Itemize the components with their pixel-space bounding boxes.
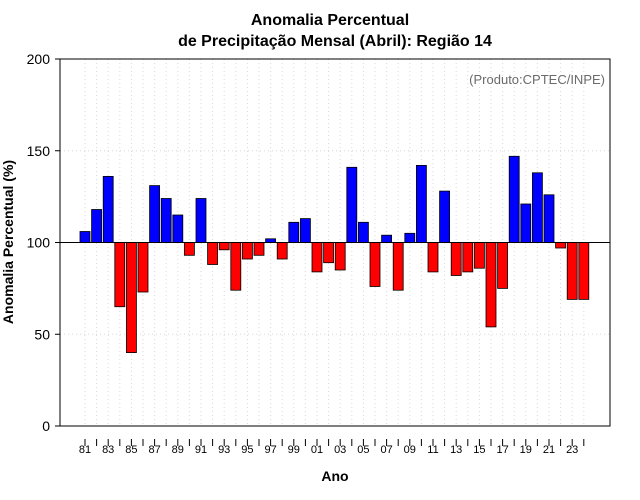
bar-19 bbox=[520, 203, 532, 243]
bar-22 bbox=[555, 242, 566, 249]
x-tick-label: 23 bbox=[566, 444, 578, 456]
bar-00 bbox=[299, 218, 311, 243]
bar-02 bbox=[323, 242, 335, 264]
bar-14 bbox=[462, 242, 474, 273]
x-tick-label: 19 bbox=[520, 444, 532, 456]
bar-99 bbox=[288, 221, 300, 243]
x-tick-label: 95 bbox=[241, 444, 253, 456]
bar-08 bbox=[392, 242, 404, 291]
x-tick-label: 09 bbox=[404, 444, 416, 456]
bar-91 bbox=[195, 198, 207, 243]
bar-87 bbox=[149, 185, 161, 243]
bar-11 bbox=[427, 242, 439, 273]
bar-20 bbox=[532, 172, 543, 243]
bar-10 bbox=[415, 164, 427, 243]
x-tick-label: 05 bbox=[357, 444, 369, 456]
bar-09 bbox=[404, 232, 416, 243]
x-axis: 81 83 85 87 89 91 93 95 97 99 01 03 05 07 09 11 13 15 17 19… bbox=[79, 439, 585, 456]
bar-06 bbox=[369, 242, 381, 287]
bar-88 bbox=[160, 198, 172, 243]
x-tick-label: 93 bbox=[218, 444, 230, 456]
y-tick-label: 150 bbox=[27, 143, 51, 159]
x-tick-label: 85 bbox=[125, 444, 137, 456]
x-tick-label: 03 bbox=[334, 444, 346, 456]
x-tick-label: 13 bbox=[450, 444, 462, 456]
bar-97 bbox=[265, 238, 277, 243]
x-tick-label: 17 bbox=[496, 444, 508, 456]
bar-95 bbox=[241, 242, 253, 260]
y-axis: 0 50 100 150 200 bbox=[27, 51, 60, 434]
bar-92 bbox=[207, 242, 219, 265]
bar-81 bbox=[79, 231, 91, 243]
x-tick-label: 11 bbox=[427, 444, 438, 456]
chart-title-line2: de Precipitação Mensal (Abril): Região 1… bbox=[178, 33, 492, 50]
x-tick-label: 81 bbox=[79, 444, 91, 456]
bar-05 bbox=[357, 221, 369, 243]
x-tick-label: 01 bbox=[311, 444, 323, 456]
bar-21 bbox=[543, 194, 555, 243]
bar-98 bbox=[276, 242, 288, 260]
bar-24 bbox=[578, 242, 590, 300]
y-tick-label: 200 bbox=[27, 51, 51, 67]
bar-96 bbox=[253, 242, 265, 256]
bar-15 bbox=[473, 242, 485, 269]
bar-86 bbox=[137, 242, 149, 293]
bar-01 bbox=[311, 242, 323, 273]
x-tick-label: 97 bbox=[264, 444, 276, 456]
bar-12 bbox=[439, 190, 451, 243]
x-tick-label: 07 bbox=[380, 444, 392, 456]
bar-series bbox=[79, 155, 590, 353]
bar-13 bbox=[450, 242, 462, 276]
y-axis-label: Anomalia Percentual (%) bbox=[0, 160, 16, 324]
chart-title-line1: Anomalia Percentual bbox=[251, 12, 409, 29]
x-axis-label: Ano bbox=[321, 468, 348, 484]
y-tick-label: 0 bbox=[42, 418, 50, 434]
credit-text: (Produto:CPTEC/INPE) bbox=[469, 72, 605, 87]
bar-83 bbox=[102, 175, 114, 243]
x-tick-label: 89 bbox=[172, 444, 184, 456]
bar-16 bbox=[485, 242, 497, 328]
bar-04 bbox=[346, 166, 358, 243]
x-tick-label: 91 bbox=[195, 444, 207, 456]
bar-18 bbox=[508, 155, 520, 243]
bar-93 bbox=[218, 242, 230, 251]
bar-82 bbox=[91, 209, 102, 243]
bar-85 bbox=[126, 242, 137, 353]
x-tick-label: 83 bbox=[102, 444, 114, 456]
bar-84 bbox=[114, 242, 126, 308]
bar-03 bbox=[334, 242, 346, 271]
x-tick-label: 21 bbox=[543, 444, 555, 456]
x-tick-label: 99 bbox=[288, 444, 300, 456]
bar-89 bbox=[172, 214, 184, 243]
bar-90 bbox=[183, 242, 195, 256]
bar-07 bbox=[381, 234, 393, 243]
bar-94 bbox=[230, 242, 242, 291]
y-tick-label: 50 bbox=[34, 326, 50, 342]
bar-23 bbox=[566, 242, 578, 300]
bar-17 bbox=[497, 242, 509, 289]
x-tick-label: 87 bbox=[148, 444, 160, 456]
y-tick-label: 100 bbox=[27, 235, 51, 251]
x-tick-label: 15 bbox=[473, 444, 485, 456]
